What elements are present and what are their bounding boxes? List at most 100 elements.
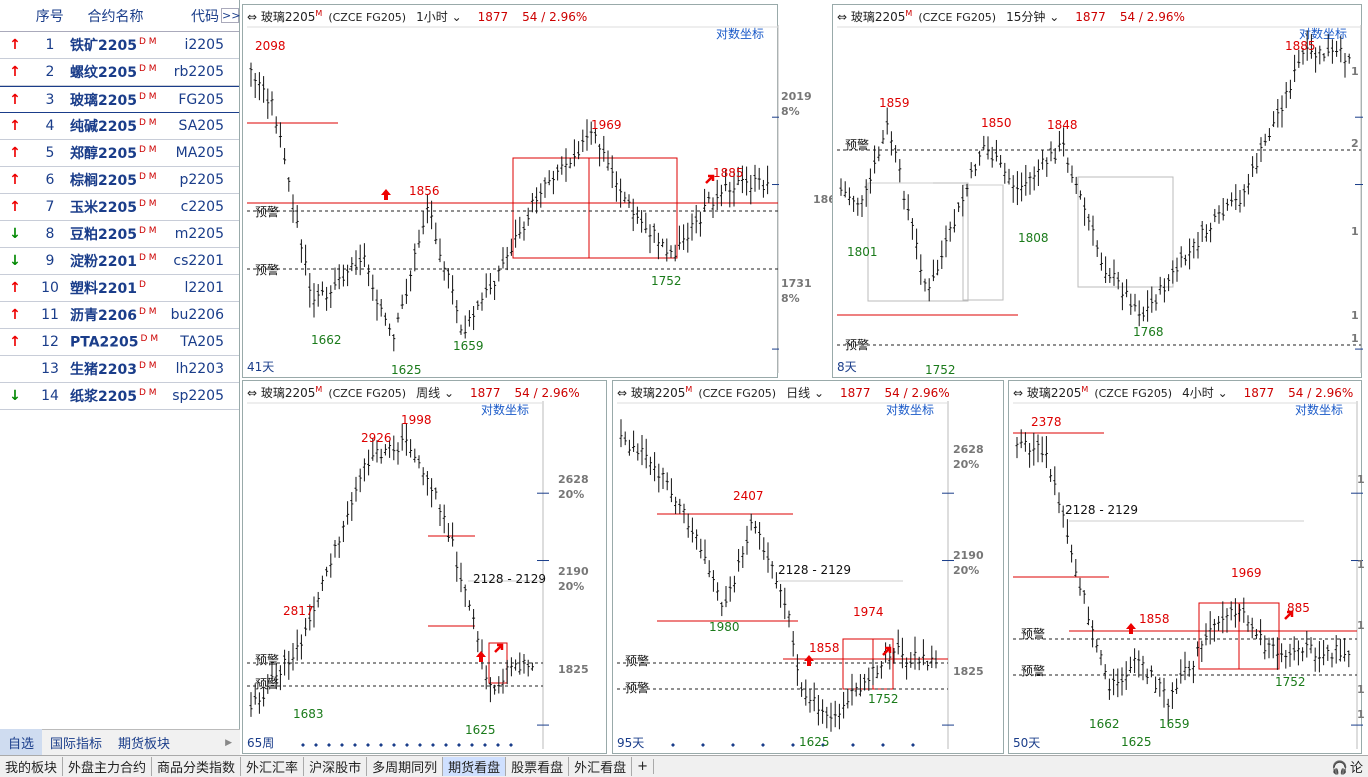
contract-code: sp2205: [172, 388, 224, 404]
bottom-tab-5[interactable]: 多周期同列: [367, 757, 444, 776]
chevron-down-icon[interactable]: ⌄: [447, 10, 462, 24]
contract-code: c2205: [180, 199, 224, 215]
contract-name: 玻璃2205: [260, 386, 316, 400]
left-tab-0[interactable]: 自选: [0, 729, 43, 756]
arrow-up-icon: [804, 655, 814, 666]
chart-panel-4h[interactable]: ⇔ 玻璃2205M (CZCE FG205) 4小时 ⌄ 1877 54 / 2.96%…: [1008, 380, 1365, 755]
arrow-up-icon: [476, 651, 486, 662]
bottom-tab-3[interactable]: 外汇汇率: [241, 757, 305, 776]
link-icon[interactable]: ⇔: [247, 10, 261, 24]
period-marker: [327, 743, 331, 747]
chevron-down-icon[interactable]: ⌄: [440, 386, 454, 400]
bottom-tab-0[interactable]: 我的板块: [0, 757, 64, 776]
log-scale-toggle[interactable]: 对数坐标: [716, 27, 765, 41]
row-number: 4: [45, 118, 55, 134]
col-name[interactable]: 合约名称: [87, 8, 144, 25]
watchlist-row[interactable]: ↑ 12 PTA2205 D M TA205: [0, 329, 239, 356]
candlestick-chart[interactable]: [613, 381, 1005, 755]
candlestick-chart[interactable]: [833, 5, 1363, 379]
watchlist-row[interactable]: ↓ 9 淀粉2201 D M cs2201: [0, 248, 239, 275]
contract-name: 棕榈2205 D M: [70, 170, 162, 190]
link-icon[interactable]: ⇔: [247, 386, 261, 400]
watchlist-row[interactable]: ↓ 14 纸浆2205 D M sp2205: [0, 383, 239, 410]
price-label: 1808: [1018, 231, 1049, 245]
bottom-tab-2[interactable]: 商品分类指数: [152, 757, 242, 776]
link-icon[interactable]: ⇔: [1013, 386, 1027, 400]
chart-title[interactable]: ⇔ 玻璃2205M (CZCE FG205) 15分钟 ⌄ 1877 54 / 2.96…: [837, 8, 1185, 25]
bottom-tab-6[interactable]: 期货看盘: [443, 757, 507, 776]
chart-panel-daily[interactable]: ⇔ 玻璃2205M (CZCE FG205) 日线 ⌄ 1877 54 / 2.96% 对…: [612, 380, 1004, 754]
period-select[interactable]: 15分钟: [1006, 10, 1046, 24]
price-label: 1858: [1139, 612, 1170, 626]
link-icon[interactable]: ⇔: [617, 386, 631, 400]
left-tab-2[interactable]: 期货板块: [118, 737, 171, 752]
period-select[interactable]: 周线: [416, 386, 441, 400]
chevron-down-icon[interactable]: ⌄: [1045, 10, 1060, 24]
col-no[interactable]: 序号: [35, 8, 64, 25]
contract-name: 玻璃2205: [1026, 386, 1082, 400]
period-select[interactable]: 日线: [786, 386, 811, 400]
period-marker: [483, 743, 487, 747]
price-label: 1974: [853, 605, 884, 619]
candlestick-chart[interactable]: [1009, 381, 1363, 755]
period-marker: [701, 743, 705, 747]
watchlist-row[interactable]: ↑ 4 纯碱2205 D M SA205: [0, 113, 239, 140]
alert-label: 预警: [255, 653, 280, 667]
axis-label: 2190: [953, 549, 984, 562]
bottom-tab-8[interactable]: 外汇看盘: [569, 757, 633, 776]
link-icon[interactable]: ⇔: [837, 10, 851, 24]
period-marker: [791, 743, 795, 747]
row-number: 9: [45, 253, 55, 269]
log-scale-toggle[interactable]: 对数坐标: [481, 403, 530, 417]
contract-code: l2201: [184, 280, 224, 296]
col-code[interactable]: 代码: [190, 8, 219, 25]
watchlist-row[interactable]: 13 生猪2203 D M lh2203: [0, 356, 239, 383]
chart-title[interactable]: ⇔ 玻璃2205M (CZCE FG205) 4小时 ⌄ 1877 54 / 2.96%: [1013, 384, 1353, 401]
period-marker: [911, 743, 915, 747]
chart-panel-1h[interactable]: ⇔ 玻璃2205M (CZCE FG205) 1小时 ⌄ 1877 54 / 2.96%…: [242, 4, 844, 379]
watchlist-row[interactable]: ↑ 1 铁矿2205 D M i2205: [0, 32, 239, 59]
axis-label: 1: [1351, 65, 1359, 78]
alert-label: 预警: [255, 263, 280, 277]
bottom-tab-9[interactable]: +: [632, 759, 655, 774]
watchlist-row[interactable]: ↑ 6 棕榈2205 D M p2205: [0, 167, 239, 194]
chevron-down-icon[interactable]: ⌄: [810, 386, 824, 400]
price-label: 1856: [409, 184, 440, 198]
contract-tag: D M: [138, 388, 157, 399]
bottom-tab-4[interactable]: 沪深股市: [304, 757, 368, 776]
axis-label: 1: [1357, 473, 1365, 486]
watchlist-row[interactable]: ↑ 2 螺纹2205 D M rb2205: [0, 59, 239, 86]
watchlist-row[interactable]: ↑ 7 玉米2205 D M c2205: [0, 194, 239, 221]
chart-panel-15m[interactable]: ⇔ 玻璃2205M (CZCE FG205) 15分钟 ⌄ 1877 54 / 2.96…: [832, 4, 1363, 379]
left-tabs: 自选 国际指标 期货板块 ▶: [0, 729, 240, 756]
watchlist-row[interactable]: ↑ 5 郑醇2205 D M MA205: [0, 140, 239, 167]
log-scale-toggle[interactable]: 对数坐标: [886, 403, 935, 417]
period-select[interactable]: 1小时: [416, 10, 448, 24]
chart-title[interactable]: ⇔ 玻璃2205M (CZCE FG205) 周线 ⌄ 1877 54 / 2.96%: [247, 384, 580, 401]
contract-sup: M: [905, 9, 913, 18]
log-scale-toggle[interactable]: 对数坐标: [1295, 403, 1344, 417]
bottom-tab-7[interactable]: 股票看盘: [506, 757, 570, 776]
left-tab-1[interactable]: 国际指标: [50, 737, 103, 752]
bottom-tab-1[interactable]: 外盘主力合约: [63, 757, 153, 776]
contract-name-text: 玻璃2205: [70, 92, 137, 109]
period-select[interactable]: 4小时: [1182, 386, 1214, 400]
tab-scroll-icon[interactable]: ▶: [225, 737, 232, 748]
candlestick-chart[interactable]: [243, 5, 779, 379]
watchlist-row[interactable]: ↑ 11 沥青2206 D M bu2206: [0, 302, 239, 329]
chart-title[interactable]: ⇔ 玻璃2205M (CZCE FG205) 1小时 ⌄ 1877 54 / 2.96%: [247, 8, 587, 25]
watchlist-row[interactable]: ↑ 3 玻璃2205 D M FG205: [0, 86, 239, 113]
price-change: 54 / 2.96%: [1288, 386, 1354, 400]
expand-columns-button[interactable]: >>: [220, 8, 241, 23]
candlestick-chart[interactable]: [243, 381, 608, 755]
chevron-down-icon[interactable]: ⌄: [1213, 386, 1228, 400]
chart-panel-weekly[interactable]: ⇔ 玻璃2205M (CZCE FG205) 周线 ⌄ 1877 54 / 2.96% 对…: [242, 380, 607, 754]
contract-name: 玉米2205 D M: [70, 197, 162, 217]
chart-title[interactable]: ⇔ 玻璃2205M (CZCE FG205) 日线 ⌄ 1877 54 / 2.96%: [617, 384, 950, 401]
arrow-up-icon: ↑: [9, 199, 21, 215]
headset-icon[interactable]: 🎧: [1331, 761, 1348, 776]
watchlist-row[interactable]: ↓ 8 豆粕2205 D M m2205: [0, 221, 239, 248]
contract-name: 豆粕2205 D M: [70, 224, 162, 244]
contract-sup: M: [315, 385, 323, 394]
